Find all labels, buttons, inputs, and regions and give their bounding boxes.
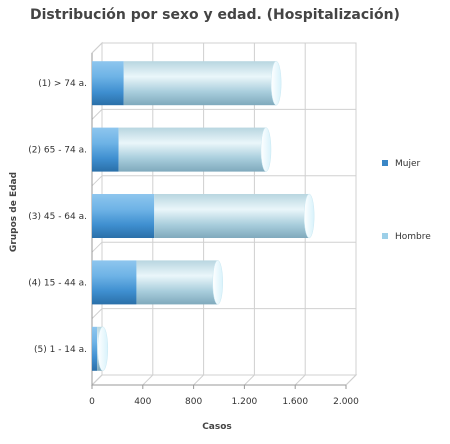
- y-tick-label: (4) 15 - 44 a.: [28, 278, 87, 288]
- y-axis-title: Grupos de Edad: [9, 172, 19, 252]
- x-gridline-floor: [244, 374, 255, 386]
- chart-title: Distribución por sexo y edad. (Hospitali…: [30, 7, 400, 23]
- y-gridline-side: [91, 42, 103, 54]
- x-tick-label: 1.200: [232, 397, 258, 407]
- bar-end-cap: [270, 60, 282, 106]
- bar-hombre: [154, 194, 310, 238]
- y-gridline-side: [91, 308, 103, 319]
- legend: Mujer Hombre: [382, 159, 431, 242]
- x-gridline-floor: [193, 374, 204, 386]
- y-gridline-side: [91, 175, 103, 187]
- bar-mujer: [92, 326, 98, 371]
- y-tick-label: (1) > 74 a.: [38, 79, 87, 89]
- x-tick-label: 0: [89, 397, 95, 407]
- x-gridline-floor: [345, 374, 357, 386]
- bar-mujer: [92, 127, 119, 172]
- bar-end-cap: [260, 127, 272, 172]
- floor: [90, 374, 358, 386]
- legend-label-hombre: Hombre: [395, 232, 431, 242]
- y-gridline-side: [91, 109, 103, 120]
- x-tick-label: 400: [134, 397, 151, 407]
- bar-mujer: [92, 61, 124, 106]
- x-tick-label: 2.000: [333, 397, 359, 407]
- bar-end-cap: [212, 260, 223, 305]
- x-gridline-floor: [294, 374, 306, 386]
- bar-end-cap: [97, 326, 109, 372]
- legend-swatch-hombre: [382, 233, 388, 239]
- y-gridline-side: [91, 241, 103, 253]
- bar-mujer: [92, 194, 155, 238]
- plot-area: 0 400 800 1.200 1.600 2.000 (1) > 74 a. (2) 65 …: [28, 41, 359, 407]
- bar-hombre: [118, 127, 266, 172]
- legend-label-mujer: Mujer: [395, 159, 421, 169]
- y-tick-label: (2) 65 - 74 a.: [28, 146, 87, 156]
- bar-hombre: [123, 61, 277, 106]
- x-tick-label: 1.600: [282, 397, 308, 407]
- bar-end-cap: [303, 193, 315, 239]
- y-gridline-side: [91, 374, 103, 386]
- x-gridline-floor: [142, 374, 154, 386]
- y-tick-label: (5) 1 - 14 a.: [34, 345, 87, 355]
- x-tick-label: 800: [185, 397, 202, 407]
- legend-swatch-mujer: [382, 160, 388, 166]
- bar-hombre: [136, 260, 218, 305]
- y-tick-label: (3) 45 - 64 a.: [28, 212, 87, 222]
- bar-mujer: [92, 260, 137, 305]
- x-axis-title: Casos: [202, 422, 232, 432]
